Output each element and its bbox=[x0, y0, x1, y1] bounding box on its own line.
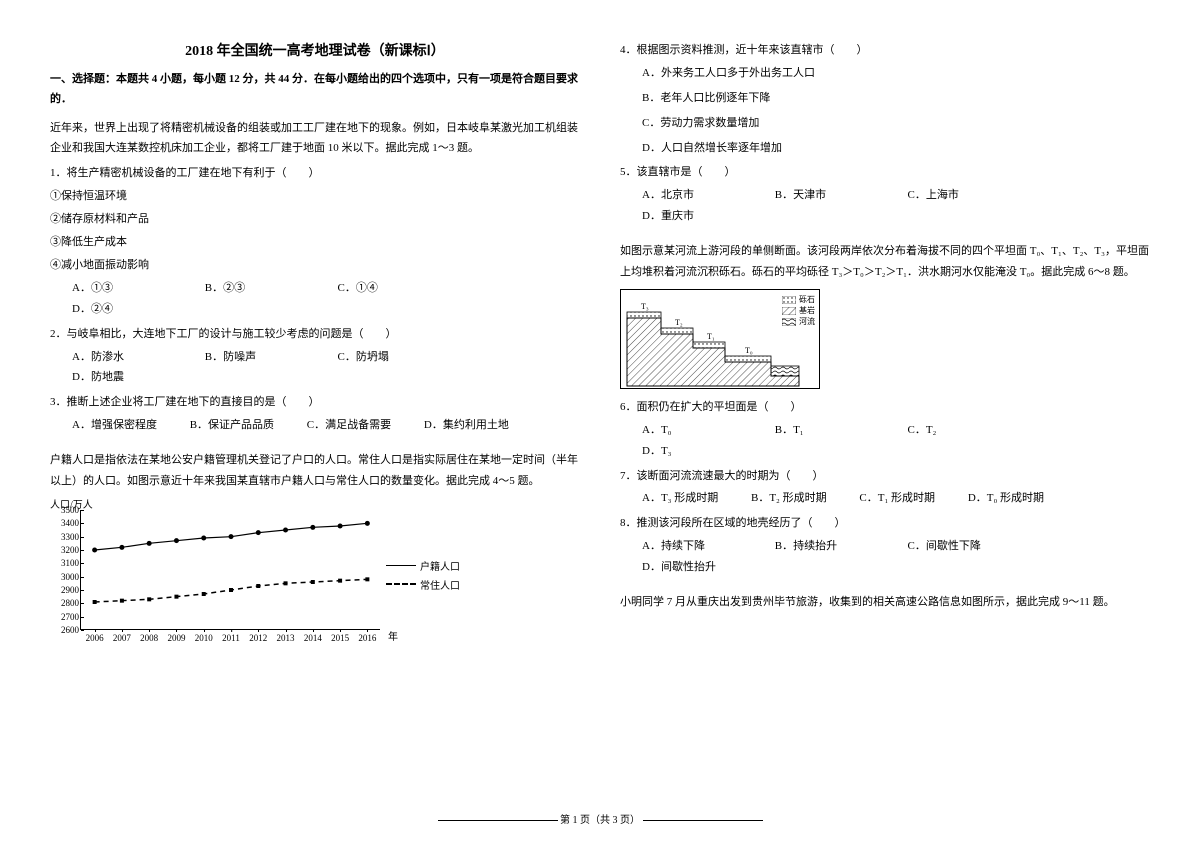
terrace-label-t3: T₃ bbox=[641, 302, 649, 311]
terrace-label-t1: T₁ bbox=[707, 332, 715, 341]
question-3: 3．推断上述企业将工厂建在地下的直接目的是（ ） bbox=[50, 392, 580, 413]
q4-opt-d: D．人口自然增长率逐年增加 bbox=[620, 138, 1150, 159]
left-column: 2018 年全国统一高考地理试卷（新课标Ⅰ） 一、选择题：本题共 4 小题，每小… bbox=[50, 40, 580, 653]
river-cross-section-diagram: T₃ T₂ T₁ T₀ 砾石 基岩 河流 bbox=[620, 289, 820, 389]
legend-huji: 户籍人口 bbox=[386, 558, 460, 573]
q5-opt-b: B．天津市 bbox=[775, 185, 875, 206]
q8-opt-c: C．间歇性下降 bbox=[908, 536, 1008, 557]
q1-statement-4: ④减小地面振动影响 bbox=[50, 255, 580, 276]
legend-changzhu-label: 常住人口 bbox=[420, 577, 460, 592]
chart-svg bbox=[81, 510, 381, 630]
q6-opt-c: C．T₂ bbox=[908, 420, 1008, 441]
legend-changzhu: 常住人口 bbox=[386, 577, 460, 592]
q5-opt-d: D．重庆市 bbox=[642, 206, 742, 227]
chart-legend: 户籍人口 常住人口 bbox=[386, 558, 460, 596]
page-title: 2018 年全国统一高考地理试卷（新课标Ⅰ） bbox=[50, 40, 580, 60]
q1-statement-1: ①保持恒温环境 bbox=[50, 186, 580, 207]
q7-options: A．T₃ 形成时期 B．T₂ 形成时期 C．T₁ 形成时期 D．T₀ 形成时期 bbox=[620, 488, 1150, 509]
q2-opt-c: C．防坍塌 bbox=[338, 347, 438, 368]
gravel-t2 bbox=[661, 328, 693, 334]
q7-opt-a: A．T₃ 形成时期 bbox=[642, 488, 718, 509]
gravel-t0 bbox=[725, 356, 771, 362]
footer-page-number: 第 1 页（共 3 页） bbox=[560, 815, 640, 826]
q6-opt-b: B．T₁ bbox=[775, 420, 875, 441]
diagram-legend: 砾石 基岩 河流 bbox=[782, 294, 815, 328]
q3-opt-a: A．增强保密程度 bbox=[72, 415, 157, 436]
q4-opt-b: B．老年人口比例逐年下降 bbox=[620, 88, 1150, 109]
legend-gravel: 砾石 bbox=[782, 294, 815, 305]
gravel-t1 bbox=[693, 342, 725, 348]
chart-axes: 2600270028002900300031003200330034003500… bbox=[80, 510, 380, 630]
q5-options: A．北京市 B．天津市 C．上海市 D．重庆市 bbox=[620, 185, 1150, 227]
right-column: 4．根据图示资料推测，近十年来该直辖市（ ） A．外来务工人口多于外出务工人口 … bbox=[620, 40, 1150, 653]
legend-gravel-label: 砾石 bbox=[799, 294, 815, 305]
legend-solid-line-icon bbox=[386, 565, 416, 566]
question-4: 4．根据图示资料推测，近十年来该直辖市（ ） bbox=[620, 40, 1150, 61]
footer-rule-left bbox=[438, 820, 558, 821]
question-2: 2．与岐阜相比，大连地下工厂的设计与施工较少考虑的问题是（ ） bbox=[50, 324, 580, 345]
q1-statement-2: ②储存原材料和产品 bbox=[50, 209, 580, 230]
q5-opt-a: A．北京市 bbox=[642, 185, 742, 206]
q6-opt-d: D．T₃ bbox=[642, 441, 742, 462]
q4-opt-c: C．劳动力需求数量增加 bbox=[620, 113, 1150, 134]
q1-statement-3: ③降低生产成本 bbox=[50, 232, 580, 253]
q4-opt-a: A．外来务工人口多于外出务工人口 bbox=[620, 63, 1150, 84]
q1-opt-d: D．②④ bbox=[72, 299, 172, 320]
q8-opt-a: A．持续下降 bbox=[642, 536, 742, 557]
q1-opt-c: C．①④ bbox=[338, 278, 438, 299]
q6-opt-a: A．T₀ bbox=[642, 420, 742, 441]
q2-opt-b: B．防噪声 bbox=[205, 347, 305, 368]
q7-opt-d: D．T₀ 形成时期 bbox=[968, 488, 1044, 509]
q3-opt-c: C．满足战备需要 bbox=[307, 415, 391, 436]
legend-huji-label: 户籍人口 bbox=[420, 558, 460, 573]
q2-options: A．防渗水 B．防噪声 C．防坍塌 D．防地震 bbox=[50, 347, 580, 389]
intro-paragraph-1: 近年来，世界上出现了将精密机械设备的组装或加工工厂建在地下的现象。例如，日本岐阜… bbox=[50, 118, 580, 160]
gravel-t3 bbox=[627, 312, 661, 318]
river-shape bbox=[771, 366, 799, 376]
q7-opt-c: C．T₁ 形成时期 bbox=[859, 488, 935, 509]
q7-opt-b: B．T₂ 形成时期 bbox=[751, 488, 827, 509]
intro-paragraph-3: 如图示意某河流上游河段的单侧断面。该河段两岸依次分布着海拔不同的四个平坦面 T₀… bbox=[620, 241, 1150, 283]
q5-opt-c: C．上海市 bbox=[908, 185, 1008, 206]
question-6: 6．面积仍在扩大的平坦面是（ ） bbox=[620, 397, 1150, 418]
intro-paragraph-4: 小明同学 7 月从重庆出发到贵州毕节旅游，收集到的相关高速公路信息如图所示，据此… bbox=[620, 592, 1150, 613]
legend-dash-line-icon bbox=[386, 583, 416, 585]
terrace-label-t0: T₀ bbox=[745, 346, 753, 355]
q8-options: A．持续下降 B．持续抬升 C．间歇性下降 D．间歇性抬升 bbox=[620, 536, 1150, 578]
population-chart: 人口/万人 2600270028002900300031003200330034… bbox=[50, 498, 410, 653]
page-footer: 第 1 页（共 3 页） bbox=[0, 811, 1200, 826]
legend-bedrock-label: 基岩 bbox=[799, 305, 815, 316]
question-1: 1．将生产精密机械设备的工厂建在地下有利于（ ） bbox=[50, 163, 580, 184]
q3-opt-b: B．保证产品品质 bbox=[190, 415, 274, 436]
question-8: 8．推测该河段所在区域的地壳经历了（ ） bbox=[620, 513, 1150, 534]
legend-river: 河流 bbox=[782, 316, 815, 327]
q8-opt-d: D．间歇性抬升 bbox=[642, 557, 742, 578]
section-heading: 一、选择题：本题共 4 小题，每小题 12 分，共 44 分．在每小题给出的四个… bbox=[50, 70, 580, 110]
terrace-label-t2: T₂ bbox=[675, 318, 683, 327]
footer-rule-right bbox=[643, 820, 763, 821]
question-7: 7．该断面河流流速最大的时期为（ ） bbox=[620, 466, 1150, 487]
q1-opt-b: B．②③ bbox=[205, 278, 305, 299]
legend-bedrock: 基岩 bbox=[782, 305, 815, 316]
question-5: 5．该直辖市是（ ） bbox=[620, 162, 1150, 183]
q2-opt-d: D．防地震 bbox=[72, 367, 172, 388]
q1-opt-a: A．①③ bbox=[72, 278, 172, 299]
legend-river-label: 河流 bbox=[799, 316, 815, 327]
chart-xlabel: 年 bbox=[388, 628, 398, 643]
q8-opt-b: B．持续抬升 bbox=[775, 536, 875, 557]
q6-options: A．T₀ B．T₁ C．T₂ D．T₃ bbox=[620, 420, 1150, 462]
footer-text: 第 1 页（共 3 页） bbox=[0, 811, 1200, 826]
q3-options: A．增强保密程度 B．保证产品品质 C．满足战备需要 D．集约利用土地 bbox=[50, 415, 580, 436]
q2-opt-a: A．防渗水 bbox=[72, 347, 172, 368]
intro-paragraph-2: 户籍人口是指依法在某地公安户籍管理机关登记了户口的人口。常住人口是指实际居住在某… bbox=[50, 450, 580, 492]
q1-options: A．①③ B．②③ C．①④ D．②④ bbox=[50, 278, 580, 320]
markers-huji bbox=[92, 521, 370, 553]
q3-opt-d: D．集约利用土地 bbox=[424, 415, 509, 436]
